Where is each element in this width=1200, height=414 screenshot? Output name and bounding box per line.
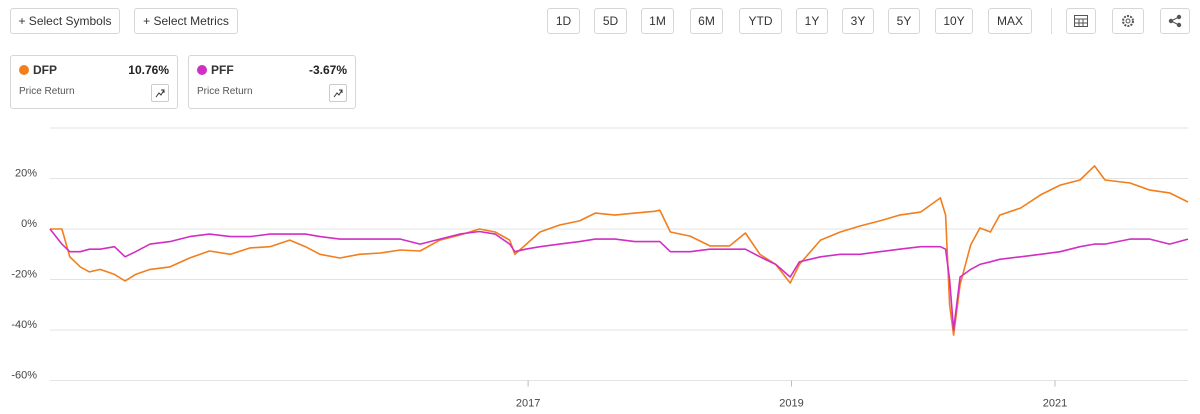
series-line	[49, 228, 1189, 331]
symbol-card[interactable]: PFF -3.67% Price Return	[188, 55, 356, 109]
settings-button[interactable]	[1112, 8, 1144, 34]
symbol-return: 10.76%	[128, 63, 169, 77]
share-icon	[1168, 14, 1182, 28]
symbol-return: -3.67%	[308, 63, 347, 77]
trend-button[interactable]	[329, 84, 347, 102]
range-button[interactable]: 10Y	[935, 8, 973, 34]
metric-label: Price Return	[197, 86, 253, 97]
metric-label: Price Return	[19, 86, 75, 97]
y-tick-label: -20%	[11, 268, 37, 280]
select-button[interactable]: + Select Metrics	[134, 8, 238, 34]
range-button[interactable]: YTD	[739, 8, 782, 34]
y-tick-label: 20%	[15, 167, 37, 179]
range-button[interactable]: 1M	[641, 8, 674, 34]
trend-icon	[333, 89, 343, 98]
separator	[1051, 8, 1052, 34]
range-button[interactable]: 5D	[594, 8, 627, 34]
gear-icon	[1122, 15, 1134, 27]
table-button[interactable]	[1066, 8, 1096, 34]
symbol-name: PFF	[211, 63, 234, 77]
range-button[interactable]: 1D	[547, 8, 580, 34]
share-button[interactable]	[1160, 8, 1190, 34]
trend-icon	[155, 89, 165, 98]
range-button[interactable]: 6M	[690, 8, 723, 34]
range-button[interactable]: MAX	[988, 8, 1032, 34]
color-dot	[19, 65, 29, 75]
y-tick-label: 0%	[21, 218, 37, 230]
series-line	[50, 165, 1189, 336]
symbol-name: DFP	[33, 63, 57, 77]
symbol-card[interactable]: DFP 10.76% Price Return	[10, 55, 178, 109]
y-tick-label: -40%	[11, 319, 37, 331]
range-button[interactable]: 3Y	[842, 8, 874, 34]
range-button[interactable]: 5Y	[888, 8, 920, 34]
color-dot	[197, 65, 207, 75]
x-tick-label: 2019	[779, 397, 803, 409]
trend-button[interactable]	[151, 84, 169, 102]
y-tick-label: -60%	[11, 369, 37, 381]
range-button[interactable]: 1Y	[796, 8, 828, 34]
table-icon	[1074, 15, 1088, 27]
x-tick-label: 2017	[516, 397, 540, 409]
select-button[interactable]: + Select Symbols	[10, 8, 120, 34]
x-tick-label: 2021	[1043, 397, 1067, 409]
